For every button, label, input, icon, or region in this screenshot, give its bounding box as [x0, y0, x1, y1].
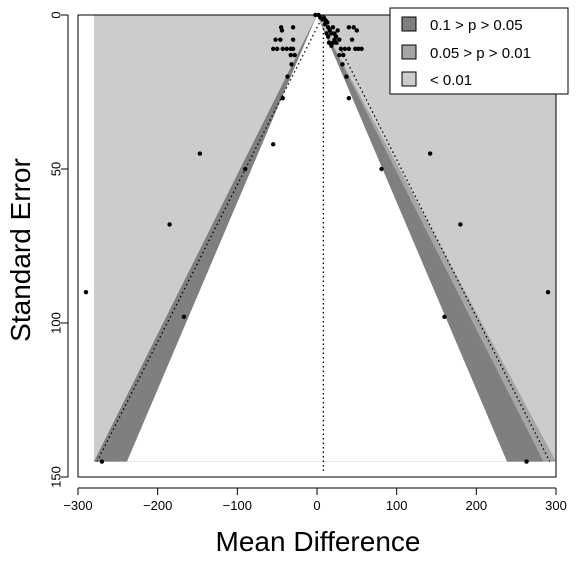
data-point-30 [353, 46, 358, 52]
legend-label-p05: 0.05 > p > 0.01 [430, 45, 531, 62]
x-tick-label-5: 200 [465, 498, 487, 513]
data-point-60 [329, 43, 334, 48]
data-point-36 [278, 37, 283, 42]
legend-box [389, 7, 569, 95]
x-tick-label-2: −100 [223, 498, 252, 513]
y-axis-title: Standard Error [5, 158, 36, 342]
data-point-12 [270, 142, 276, 147]
legend-entry-p05: 0.05 > p > 0.01 [401, 44, 531, 62]
data-point-7 [442, 314, 447, 320]
data-point-34 [341, 52, 346, 58]
data-point-20 [274, 46, 280, 52]
data-point-53 [329, 31, 334, 36]
legend-label-p10: 0.1 > p > 0.05 [430, 17, 523, 34]
data-point-19 [270, 46, 276, 52]
plot-frame [77, 14, 557, 478]
legend-label-p01: < 0.01 [430, 72, 472, 89]
y-tick-label-1: 50 [49, 162, 64, 176]
legend: 0.1 > p > 0.05 0.05 > p > 0.01 < 0.01 [389, 7, 569, 95]
x-axis-title: Mean Difference [216, 526, 421, 557]
legend-swatch-p10 [401, 16, 417, 32]
x-tick-label-4: 100 [386, 498, 408, 513]
data-point-32 [359, 46, 364, 52]
data-point-21 [280, 46, 285, 52]
data-point-5 [458, 222, 463, 227]
data-point-35 [273, 37, 278, 42]
legend-entry-p01: < 0.01 [401, 71, 472, 89]
data-point-4 [167, 222, 172, 227]
legend-swatch-p05 [401, 44, 417, 60]
data-point-47 [330, 25, 336, 30]
data-point-9 [427, 151, 433, 156]
data-point-24 [290, 46, 296, 52]
x-tick-label-0: −300 [63, 498, 92, 513]
data-point-43 [279, 28, 285, 33]
data-point-8 [197, 151, 203, 156]
data-point-48 [335, 28, 340, 33]
data-point-67 [325, 20, 330, 25]
data-point-6 [181, 314, 187, 320]
data-point-2 [99, 459, 105, 464]
data-point-31 [356, 46, 361, 52]
region-nonsignificant [126, 15, 508, 462]
data-point-56 [333, 34, 339, 39]
data-point-13 [280, 95, 285, 101]
data-point-40 [349, 37, 355, 42]
x-axis: −300 −200 −100 0 100 200 300 [63, 487, 567, 513]
data-point-22 [284, 46, 289, 52]
data-point-3 [524, 459, 529, 464]
data-point-1 [545, 290, 551, 295]
data-point-59 [333, 40, 339, 45]
data-point-18 [340, 62, 345, 67]
x-tick-label-1: −200 [143, 498, 172, 513]
data-point-25 [288, 52, 293, 58]
data-point-50 [351, 25, 356, 30]
data-point-49 [346, 25, 352, 30]
data-point-33 [337, 52, 342, 58]
data-point-0 [83, 290, 89, 295]
legend-entry-p10: 0.1 > p > 0.05 [401, 16, 523, 34]
data-point-27 [338, 46, 344, 52]
data-point-37 [290, 37, 296, 42]
data-point-14 [346, 95, 352, 101]
data-point-26 [292, 52, 297, 58]
data-point-11 [379, 166, 384, 172]
data-point-16 [344, 74, 349, 79]
y-tick-label-0: 0 [49, 11, 64, 18]
y-axis: 0 50 100 150 [49, 11, 69, 488]
data-point-28 [342, 46, 348, 52]
data-point-17 [289, 62, 294, 67]
data-point-15 [285, 74, 290, 79]
data-point-55 [325, 34, 331, 39]
legend-swatch-p01 [401, 71, 417, 87]
data-point-10 [243, 166, 248, 172]
y-tick-label-2: 100 [49, 312, 64, 334]
y-tick-label-3: 150 [49, 466, 64, 488]
data-point-57 [326, 40, 332, 45]
x-tick-label-3: 0 [313, 498, 320, 513]
x-tick-label-6: 300 [545, 498, 567, 513]
data-points [83, 12, 551, 464]
data-point-39 [337, 37, 342, 42]
data-point-51 [354, 28, 360, 33]
data-point-42 [290, 25, 296, 30]
data-point-29 [346, 46, 352, 52]
